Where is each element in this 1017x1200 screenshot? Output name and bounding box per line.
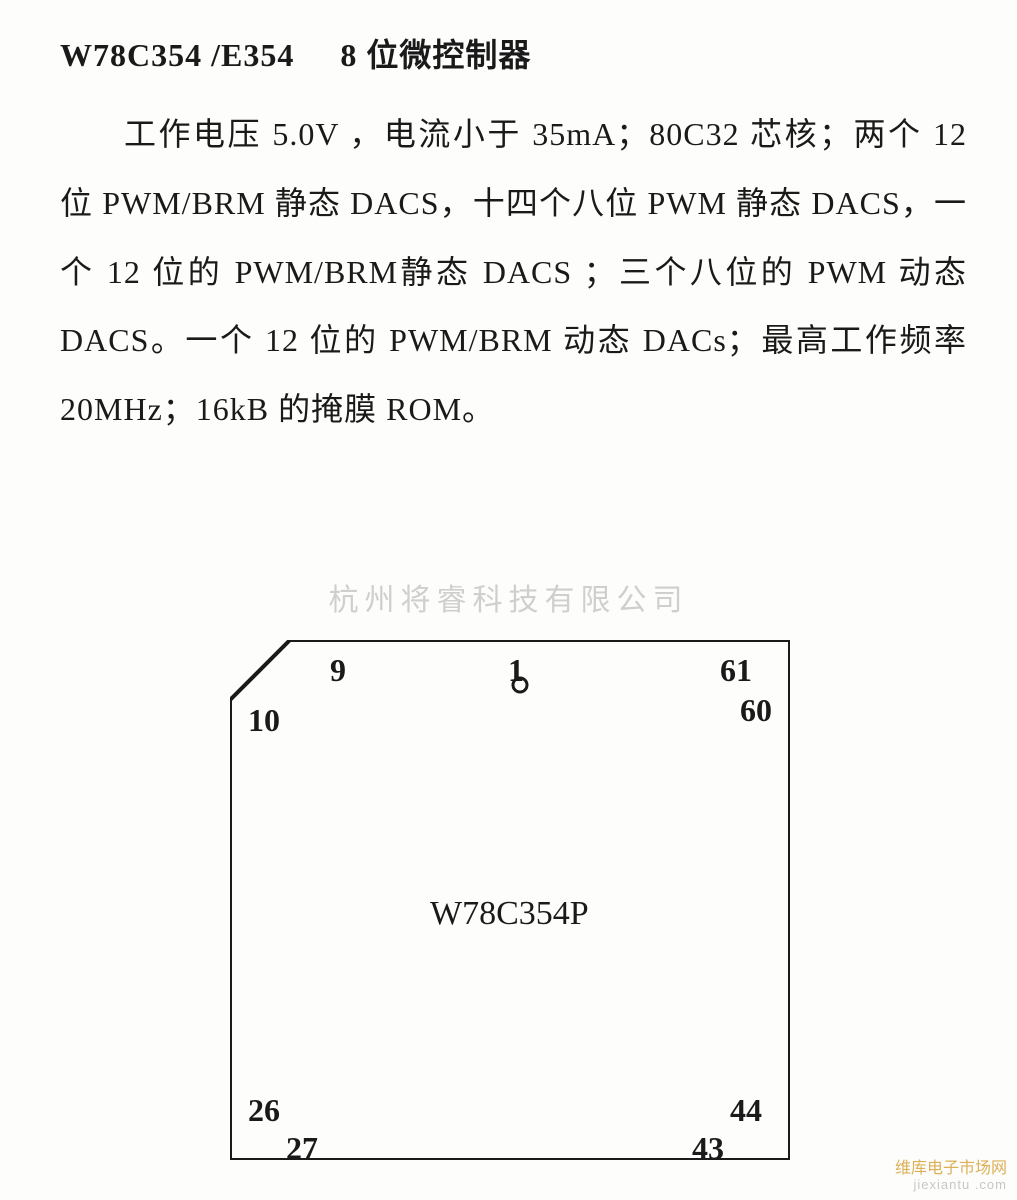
- page-title: W78C354 /E354 8 位微控制器: [60, 30, 967, 76]
- pin-label-43: 43: [692, 1130, 724, 1167]
- pin-label-61: 61: [720, 652, 752, 689]
- pin-label-10: 10: [248, 702, 280, 739]
- chip-name-label: W78C354P: [430, 895, 589, 933]
- pin-label-27: 27: [286, 1130, 318, 1167]
- title-part1: W78C354 /E354: [60, 37, 294, 73]
- corner-watermark-line1: 维库电子市场网: [895, 1160, 1007, 1178]
- corner-watermark: 维库电子市场网 jiexiantu .com: [895, 1160, 1007, 1192]
- pin-label-60: 60: [740, 692, 772, 729]
- title-part2: 8 位微控制器: [340, 37, 531, 73]
- corner-watermark-line2: jiexiantu .com: [895, 1178, 1007, 1192]
- center-watermark: 杭州将睿科技有限公司: [0, 575, 1017, 619]
- pin-label-44: 44: [730, 1092, 762, 1129]
- description-text: 工作电压 5.0V ，电流小于 35mA；80C32 芯核；两个 12 位 PW…: [60, 100, 967, 444]
- pin-label-1: 1: [508, 652, 524, 689]
- pin-label-9: 9: [330, 652, 346, 689]
- chip-diagram: W78C354P 9161106026274443: [230, 640, 790, 1160]
- pin-label-26: 26: [248, 1092, 280, 1129]
